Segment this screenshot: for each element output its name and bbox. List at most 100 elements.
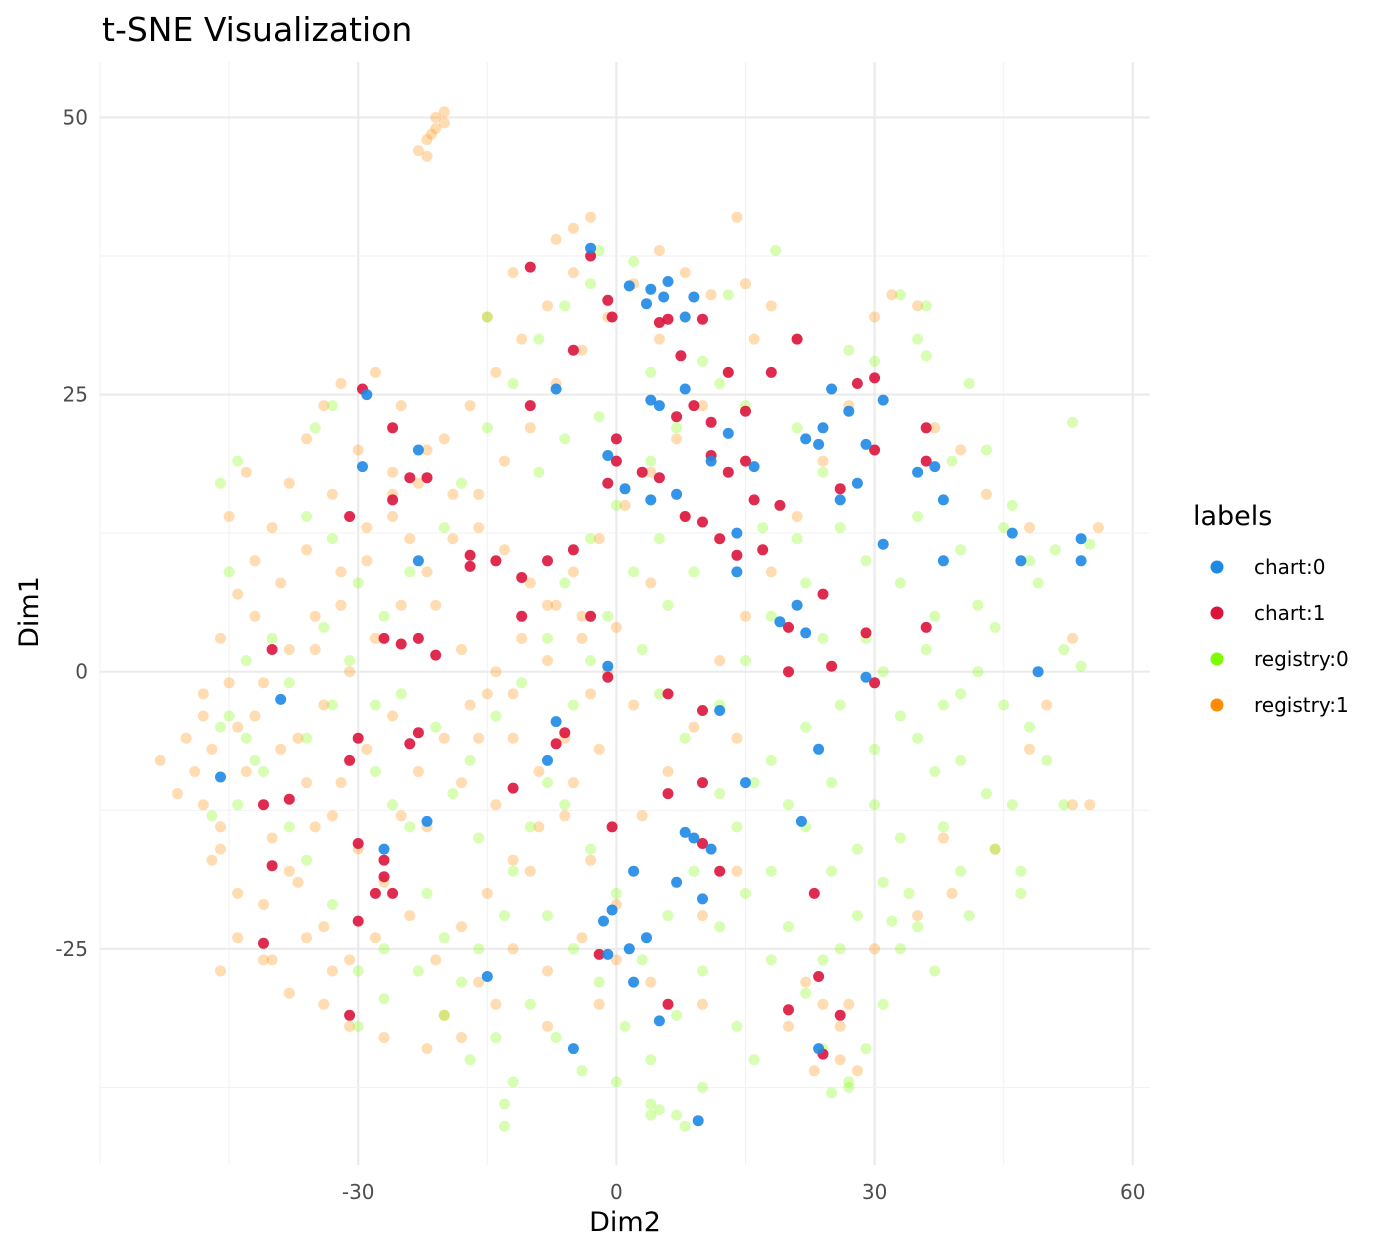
point-registry-1 [567,566,579,578]
point-registry-1 [791,511,803,522]
point-registry-0 [378,610,390,622]
point-registry-0 [524,821,536,833]
point-registry-1 [697,998,708,1010]
point-registry-1 [490,366,502,378]
point-registry-0 [972,599,984,611]
point-registry-0 [301,732,313,744]
point-chart-0 [800,627,812,639]
point-registry-1 [740,610,751,622]
point-chart-1 [813,971,825,982]
point-chart-0 [662,276,674,287]
point-chart-0 [623,943,635,955]
point-registry-0 [877,876,889,888]
point-registry-1 [240,466,252,478]
point-registry-0 [550,1032,562,1043]
point-chart-1 [671,411,683,423]
point-registry-1 [197,688,209,700]
point-registry-1 [387,466,399,478]
point-chart-1 [662,788,674,800]
point-registry-0 [499,1120,510,1132]
point-registry-1 [309,644,321,655]
point-registry-1 [1041,699,1053,711]
point-registry-1 [189,766,201,777]
point-registry-1 [326,965,338,977]
point-registry-0 [593,411,605,423]
point-registry-0 [869,743,881,755]
legend-label: chart:1 [1254,601,1325,625]
point-registry-0 [326,899,338,910]
point-registry-1 [1024,743,1035,755]
point-registry-0 [507,865,519,877]
point-chart-0 [740,777,751,789]
point-registry-0 [533,466,545,478]
point-registry-1 [292,732,304,744]
point-registry-0 [912,921,924,933]
point-registry-0 [662,599,674,611]
point-registry-0 [318,621,330,633]
point-registry-0 [826,777,838,789]
point-chart-1 [490,555,502,567]
point-chart-0 [912,466,924,478]
point-chart-0 [641,932,652,944]
point-registry-0 [567,943,579,955]
point-chart-0 [813,438,825,450]
point-chart-1 [369,887,381,899]
point-registry-1 [301,932,313,944]
point-chart-0 [860,438,872,450]
y-tick-label: 0 [75,660,88,684]
point-registry-0 [585,843,597,855]
point-chart-1 [258,937,269,949]
point-registry-0 [929,766,941,777]
point-registry-0 [894,943,906,955]
point-registry-1 [344,666,356,678]
point-chart-0 [1015,555,1027,567]
point-registry-0 [877,666,889,678]
point-registry-0 [628,256,640,267]
point-registry-0 [671,422,683,434]
point-registry-0 [240,732,252,744]
point-chart-1 [757,544,769,556]
point-registry-0 [1006,499,1018,511]
point-chart-0 [834,494,846,506]
point-chart-1 [387,422,399,434]
series-registry-0 [206,245,1096,1132]
point-registry-1 [421,134,433,146]
point-registry-1 [447,533,459,545]
point-registry-0 [826,865,838,877]
point-registry-1 [369,932,381,944]
series-chart-0 [215,242,1087,1127]
point-registry-0 [912,511,924,522]
point-registry-0 [352,577,364,589]
point-registry-0 [473,832,485,844]
point-registry-1 [1092,522,1104,534]
point-registry-1 [335,566,347,578]
x-axis-title: Dim2 [589,1207,661,1238]
point-registry-1 [533,821,545,833]
point-chart-1 [378,871,390,883]
point-registry-0 [955,544,967,556]
point-registry-0 [920,350,932,362]
point-chart-1 [714,865,726,877]
point-registry-1 [946,887,958,899]
point-registry-1 [817,455,829,467]
point-registry-1 [585,688,597,700]
point-registry-1 [326,488,338,500]
point-registry-0 [912,333,924,345]
point-registry-0 [791,533,803,545]
point-chart-0 [623,280,635,292]
point-registry-0 [412,965,424,977]
point-registry-0 [499,910,510,922]
point-registry-0 [369,766,381,777]
point-chart-1 [740,405,751,417]
point-registry-0 [645,366,657,378]
point-registry-0 [249,754,261,766]
point-registry-0 [783,799,794,811]
point-registry-0 [817,954,829,966]
point-registry-1 [258,677,269,689]
point-registry-1 [567,222,579,234]
point-registry-0 [266,632,278,644]
point-registry-0 [765,754,777,766]
point-registry-1 [361,743,373,755]
point-chart-1 [266,644,278,655]
series-chart-1 [258,250,932,1060]
